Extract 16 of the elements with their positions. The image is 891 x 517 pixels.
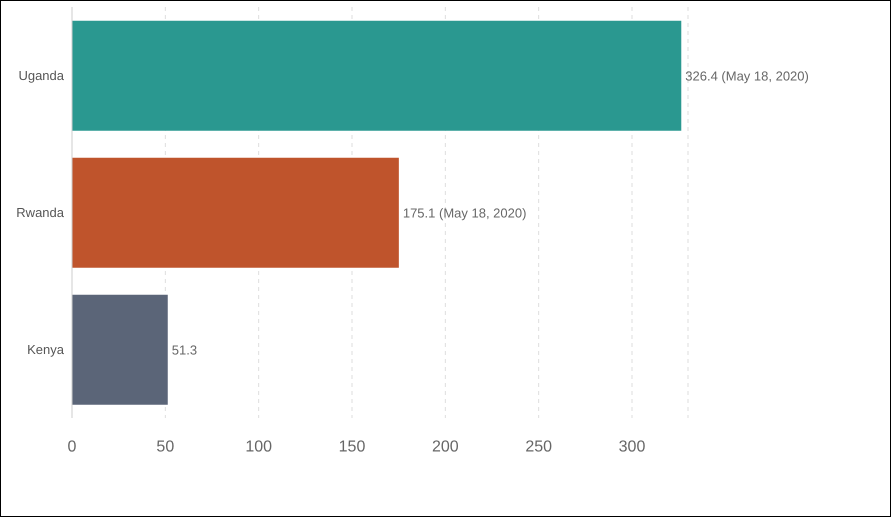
- x-tick-label: 300: [618, 438, 646, 456]
- data-label: 326.4 (May 18, 2020): [685, 68, 809, 84]
- x-tick-label: 0: [68, 438, 77, 456]
- bar: [72, 20, 682, 131]
- x-tick-label: 200: [432, 438, 459, 456]
- y-tick-label: Kenya: [27, 342, 65, 358]
- x-tick-label: 150: [338, 438, 366, 456]
- bar: [72, 294, 168, 405]
- y-tick-label: Uganda: [18, 68, 65, 84]
- data-label: 175.1 (May 18, 2020): [402, 205, 526, 220]
- x-tick-label: 100: [245, 438, 272, 456]
- x-tick-label: 50: [156, 438, 174, 456]
- x-tick-label: 250: [525, 438, 552, 456]
- y-tick-label: Rwanda: [16, 205, 65, 220]
- bar: [72, 158, 399, 268]
- data-label: 51.3: [172, 342, 198, 358]
